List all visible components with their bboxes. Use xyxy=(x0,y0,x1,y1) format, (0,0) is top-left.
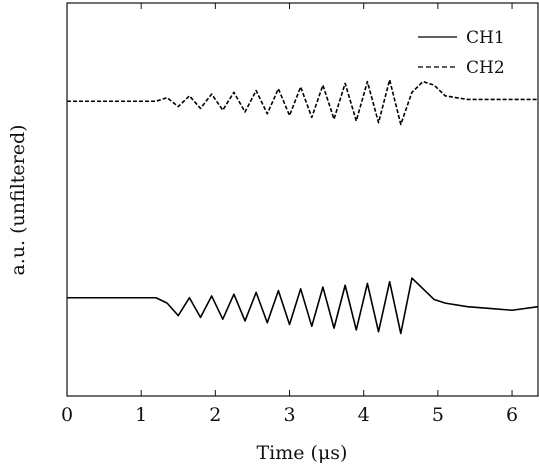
x-tick-label: 4 xyxy=(358,404,370,426)
legend: CH1 CH2 xyxy=(418,28,505,78)
series-line-ch2 xyxy=(67,79,538,126)
legend-label-ch1: CH1 xyxy=(466,28,505,48)
y-axis-label: a.u. (unfiltered) xyxy=(7,124,29,275)
x-axis-ticks: 0 1 2 3 4 5 6 xyxy=(61,3,518,426)
x-tick-label: 1 xyxy=(135,404,147,426)
plot-area xyxy=(67,79,539,335)
x-axis-label: Time (μs) xyxy=(257,442,348,464)
series-line-ch1 xyxy=(67,277,539,335)
plot-frame xyxy=(66,2,539,397)
x-tick-label: 6 xyxy=(506,404,518,426)
legend-label-ch2: CH2 xyxy=(466,58,505,78)
x-tick-label: 2 xyxy=(209,404,221,426)
x-tick-label: 3 xyxy=(283,404,295,426)
x-tick-label: 0 xyxy=(61,404,73,426)
x-tick-label: 5 xyxy=(432,404,444,426)
